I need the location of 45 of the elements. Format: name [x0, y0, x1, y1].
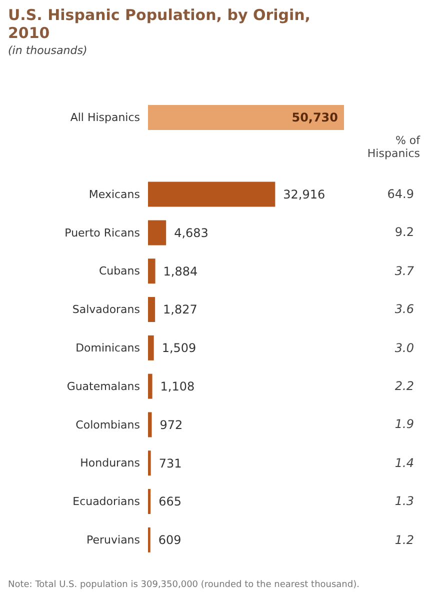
data-label: 609 — [158, 533, 182, 548]
text: 64.9 — [387, 186, 414, 202]
y-tick-label: Puerto Ricans — [64, 226, 140, 240]
y-tick-label: Guatemalans — [66, 380, 140, 393]
y-tick-label: Mexicans — [88, 188, 140, 201]
data-label: 1,509 — [162, 341, 196, 356]
y-tick-label: Hondurans — [80, 456, 140, 470]
text: (in thousands) — [8, 44, 88, 57]
y-tick-label: Colombians — [76, 418, 140, 432]
chart-title: U.S. Hispanic Population, by Origin, 2010 — [8, 6, 312, 42]
bar — [148, 258, 156, 284]
data-label: 50,730 — [292, 110, 338, 125]
y-tick-label: Ecuadorians — [72, 495, 140, 508]
text: % of Hispanics — [366, 134, 420, 160]
text: 3.0 — [394, 340, 414, 356]
data-label: 665 — [158, 494, 182, 509]
y-tick-label: Peruvians — [86, 534, 140, 546]
text: 3.7 — [394, 262, 414, 279]
y-tick-label: All Hispanics — [70, 111, 140, 124]
text: 1.3 — [394, 493, 414, 510]
bar — [148, 335, 154, 360]
bar — [148, 412, 152, 438]
bar — [148, 450, 151, 476]
y-tick-label: Dominicans — [76, 342, 140, 355]
y-tick-label: Cubans — [98, 264, 140, 278]
bar — [148, 182, 276, 207]
text: Note: Total U.S. population is 309,350,000 (rounded to the nearest thousand). — [8, 580, 360, 591]
data-label: 32,916 — [283, 188, 326, 202]
bar — [148, 374, 152, 399]
bar — [148, 488, 151, 514]
bar — [148, 220, 166, 246]
bar — [148, 297, 156, 322]
data-label: 1,884 — [163, 264, 198, 278]
text: 2.2 — [394, 378, 414, 394]
data-label: 1,108 — [160, 380, 195, 394]
text: 1.2 — [394, 532, 414, 548]
text: 9.2 — [394, 224, 414, 240]
data-label: 731 — [158, 456, 182, 470]
data-label: 4,683 — [174, 226, 208, 240]
data-label: 1,827 — [163, 302, 198, 317]
data-label: 972 — [160, 418, 183, 432]
text: 1.4 — [394, 454, 414, 471]
text: 1.9 — [394, 416, 414, 432]
y-tick-label: Salvadorans — [72, 303, 140, 316]
text: 3.6 — [394, 301, 414, 318]
